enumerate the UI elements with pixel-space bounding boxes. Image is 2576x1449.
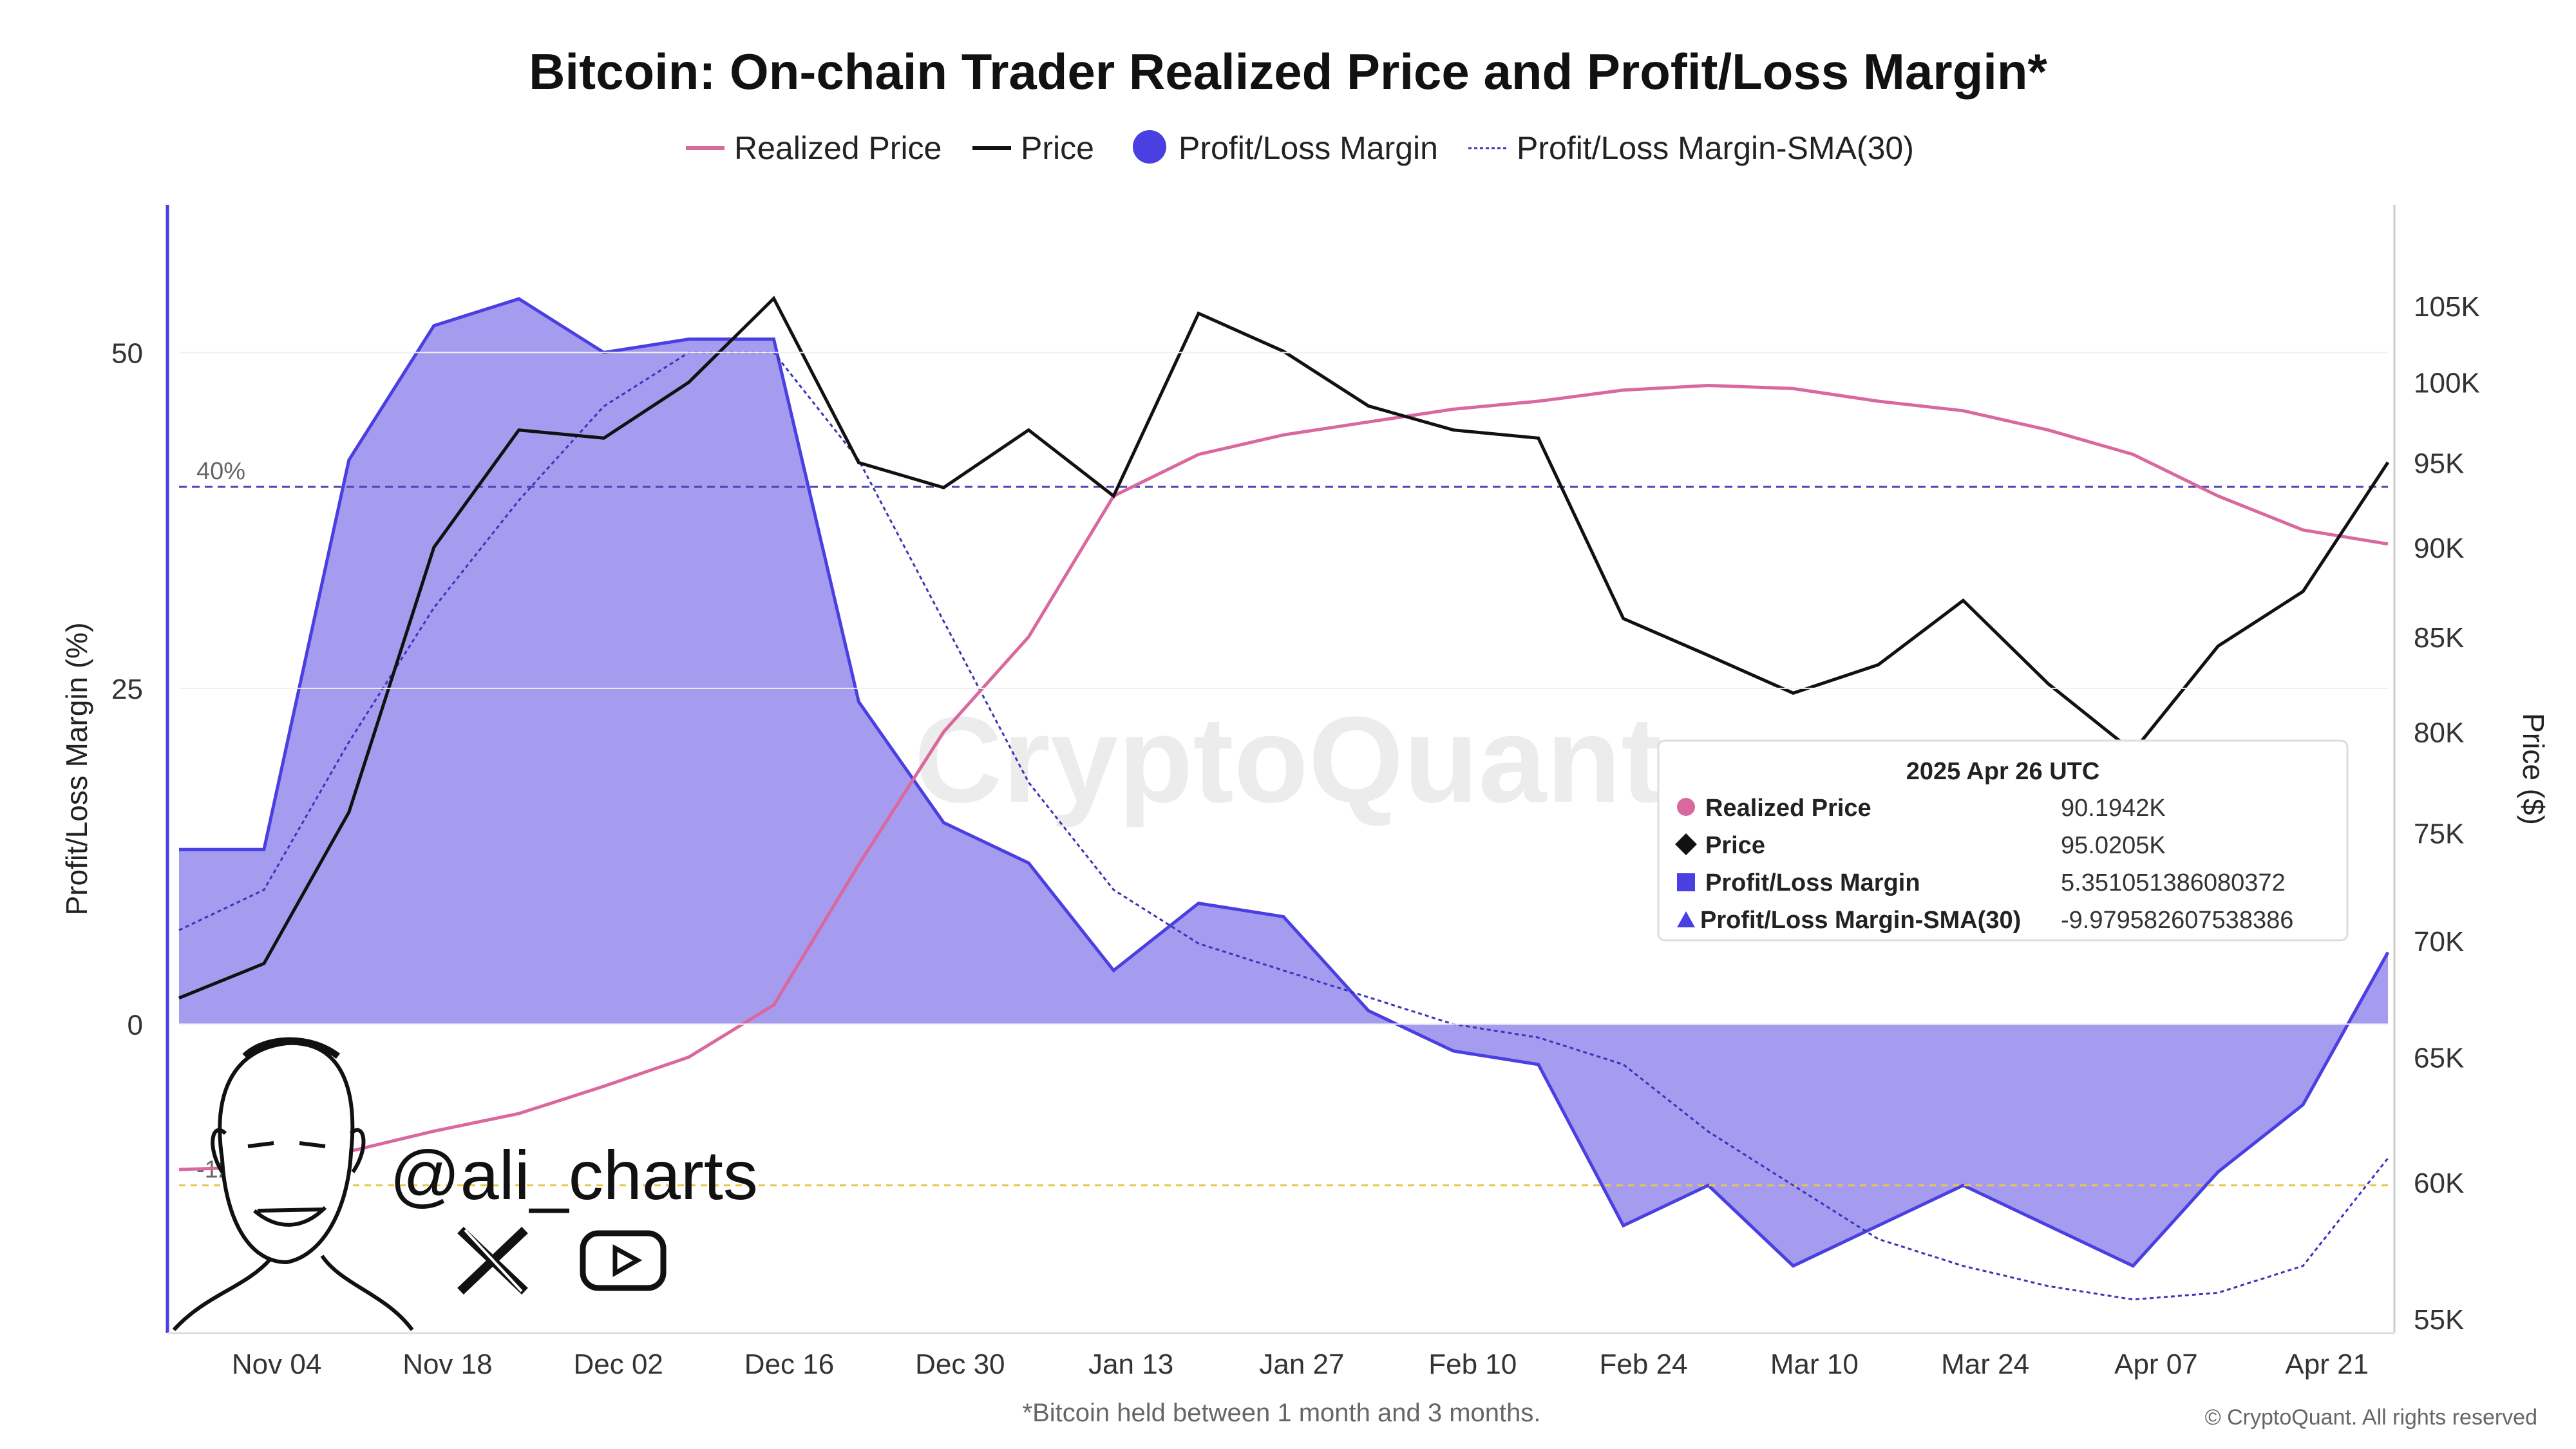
realized-price-layer xyxy=(178,383,2389,1171)
x-tick-label: Apr 21 xyxy=(2285,1349,2369,1380)
right-tick-label: 90K xyxy=(2414,533,2464,564)
x-tick-label: Dec 02 xyxy=(573,1349,663,1380)
x-tick-label: Jan 13 xyxy=(1088,1349,1173,1380)
tooltip-sma-value: -9.979582607538386 xyxy=(2061,907,2293,934)
legend-realized-price-label: Realized Price xyxy=(734,130,942,166)
x-tick-label: Jan 27 xyxy=(1259,1349,1344,1380)
legend-profit-loss-margin-swatch xyxy=(1133,130,1166,164)
legend-sma-label: Profit/Loss Margin-SMA(30) xyxy=(1517,130,1914,166)
left-tick-label: 0 xyxy=(128,1009,143,1041)
right-axis-ticks: 105K 100K 95K 90K 85K 80K 75K 70K 65K 60K 55K xyxy=(2414,291,2480,1336)
tooltip-price-value: 95.0205K xyxy=(2061,832,2166,859)
right-tick-label: 100K xyxy=(2414,368,2480,399)
tooltip-margin-marker xyxy=(1677,873,1695,891)
left-tick-label: 25 xyxy=(111,674,143,705)
branding: @ali_charts xyxy=(172,1037,758,1332)
right-tick-label: 70K xyxy=(2414,926,2464,958)
price-line xyxy=(178,296,2390,1000)
legend-profit-loss-margin-label: Profit/Loss Margin xyxy=(1179,130,1438,166)
right-axis-title: Price ($) xyxy=(2517,713,2550,825)
tooltip-sma-label: Profit/Loss Margin-SMA(30) xyxy=(1700,907,2021,934)
x-tick-label: Nov 04 xyxy=(232,1349,321,1380)
x-tick-label: Feb 10 xyxy=(1428,1349,1517,1380)
legend-item-realized-price[interactable]: Realized Price xyxy=(686,130,942,166)
legend-item-sma[interactable]: Profit/Loss Margin-SMA(30) xyxy=(1468,130,1914,166)
tooltip-date: 2025 Apr 26 UTC xyxy=(1906,758,2100,785)
legend[interactable]: Realized Price Price Profit/Loss Margin … xyxy=(686,130,1914,166)
x-tick-label: Nov 18 xyxy=(402,1349,492,1380)
legend-item-price[interactable]: Price xyxy=(972,130,1094,166)
right-tick-label: 75K xyxy=(2414,818,2464,849)
copyright: © CryptoQuant. All rights reserved xyxy=(2205,1405,2537,1430)
right-tick-label: 65K xyxy=(2414,1042,2464,1074)
left-axis-title: Profit/Loss Margin (%) xyxy=(60,622,93,915)
face-caricature-icon xyxy=(172,1037,414,1332)
brand-handle: @ali_charts xyxy=(390,1136,758,1214)
legend-price-label: Price xyxy=(1021,130,1094,166)
youtube-icon[interactable] xyxy=(580,1230,667,1291)
reference-line-label: 40% xyxy=(196,458,245,485)
x-tick-label: Feb 24 xyxy=(1600,1349,1688,1380)
tooltip-margin-value: 5.351051386080372 xyxy=(2061,869,2286,896)
tooltip-margin-label: Profit/Loss Margin xyxy=(1705,869,1920,896)
legend-item-profit-loss-margin[interactable]: Profit/Loss Margin xyxy=(1133,130,1438,166)
x-tick-label: Apr 07 xyxy=(2114,1349,2198,1380)
right-tick-label: 85K xyxy=(2414,622,2464,654)
sma-line xyxy=(178,351,2389,1301)
tooltip-box xyxy=(1657,739,2349,942)
profit-loss-margin-line xyxy=(179,297,2390,1268)
tooltip-price-marker xyxy=(1675,833,1697,855)
watermark: CryptoQuant xyxy=(914,692,1662,828)
x-tick-label: Mar 24 xyxy=(1941,1349,2029,1380)
left-tick-label: 50 xyxy=(111,337,143,369)
x-tick-label: Dec 30 xyxy=(915,1349,1005,1380)
right-tick-label: 95K xyxy=(2414,448,2464,479)
x-logo-icon[interactable] xyxy=(457,1226,528,1295)
x-tick-label: Dec 16 xyxy=(744,1349,834,1380)
x-tick-label: Mar 10 xyxy=(1770,1349,1859,1380)
realized-price-line xyxy=(178,383,2389,1171)
right-tick-label: 60K xyxy=(2414,1168,2464,1199)
price-layer xyxy=(178,296,2390,1000)
footnote: *Bitcoin held between 1 month and 3 mont… xyxy=(1023,1399,1541,1427)
tooltip-realized-price-marker xyxy=(1677,798,1695,816)
tooltip-realized-price-label: Realized Price xyxy=(1705,795,1871,822)
tooltip-price-label: Price xyxy=(1705,832,1765,859)
right-tick-label: 80K xyxy=(2414,717,2464,748)
chart-title: Bitcoin: On-chain Trader Realized Price … xyxy=(529,43,2047,100)
sma-layer xyxy=(178,351,2389,1301)
tooltip: 2025 Apr 26 UTC Realized Price 90.1942K … xyxy=(1657,739,2349,942)
tooltip-sma-marker xyxy=(1677,911,1695,927)
tooltip-realized-price-value: 90.1942K xyxy=(2061,795,2166,822)
right-tick-label: 105K xyxy=(2414,291,2480,323)
x-axis-ticks: Nov 04 Nov 18 Dec 02 Dec 16 Dec 30 Jan 13 Jan … xyxy=(232,1349,2369,1380)
right-tick-label: 55K xyxy=(2414,1304,2464,1336)
left-axis-ticks: 50 25 0 xyxy=(111,337,2388,1041)
